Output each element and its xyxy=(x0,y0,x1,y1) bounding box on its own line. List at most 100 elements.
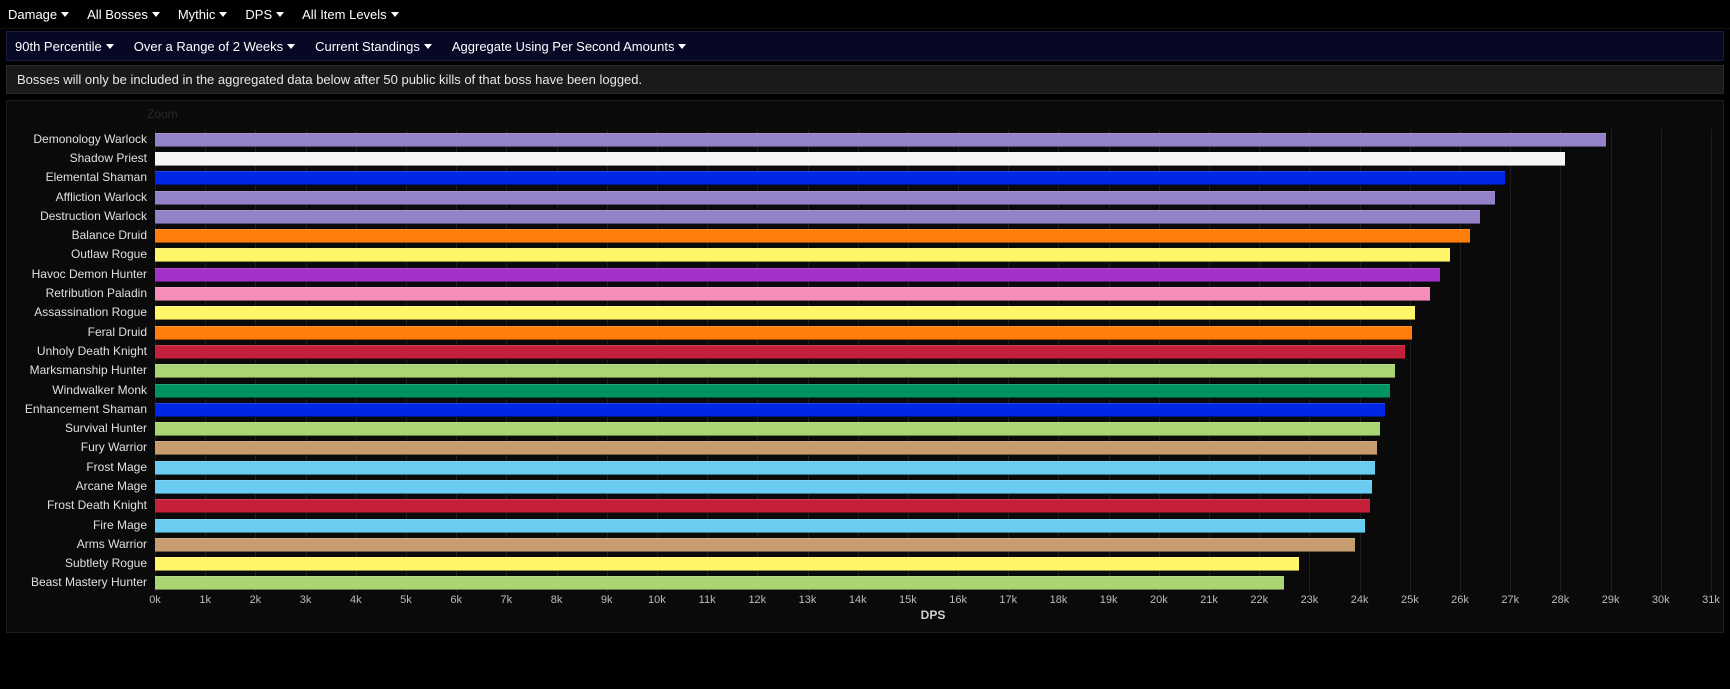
spec-label: Fury Warrior xyxy=(19,440,155,454)
chart-row[interactable]: Feral Druid xyxy=(19,322,1711,341)
damage-dropdown-label: Damage xyxy=(8,7,57,22)
bar xyxy=(155,557,1299,571)
x-tick: 8k xyxy=(551,594,563,606)
bar-track xyxy=(155,268,1711,280)
spec-label: Feral Druid xyxy=(19,325,155,339)
x-tick: 7k xyxy=(501,594,513,606)
bar-track xyxy=(155,345,1711,357)
chart-row[interactable]: Balance Druid xyxy=(19,225,1711,244)
bar-track xyxy=(155,326,1711,338)
chart-row[interactable]: Marksmanship Hunter xyxy=(19,361,1711,380)
bar-track xyxy=(155,461,1711,473)
spec-label: Enhancement Shaman xyxy=(19,402,155,416)
bar xyxy=(155,422,1380,436)
difficulty-dropdown[interactable]: Mythic xyxy=(178,7,228,22)
x-tick: 17k xyxy=(999,594,1017,606)
x-tick: 20k xyxy=(1150,594,1168,606)
spec-label: Balance Druid xyxy=(19,228,155,242)
chart-row[interactable]: Elemental Shaman xyxy=(19,168,1711,187)
chart-row[interactable]: Enhancement Shaman xyxy=(19,399,1711,418)
bar-track xyxy=(155,364,1711,376)
percentile-dropdown[interactable]: 90th Percentile xyxy=(15,39,114,54)
spec-label: Demonology Warlock xyxy=(19,132,155,146)
chevron-down-icon xyxy=(424,44,432,49)
bar xyxy=(155,480,1372,494)
bar xyxy=(155,210,1480,224)
x-tick: 22k xyxy=(1250,594,1268,606)
range-dropdown-label: Over a Range of 2 Weeks xyxy=(134,39,283,54)
x-tick: 18k xyxy=(1050,594,1068,606)
chart-row[interactable]: Arms Warrior xyxy=(19,534,1711,553)
chart-row[interactable]: Arcane Mage xyxy=(19,476,1711,495)
x-tick: 11k xyxy=(699,594,716,606)
spec-label: Frost Mage xyxy=(19,460,155,474)
bosses-dropdown[interactable]: All Bosses xyxy=(87,7,160,22)
x-tick: 27k xyxy=(1501,594,1519,606)
bar-track xyxy=(155,538,1711,550)
chevron-down-icon xyxy=(61,12,69,17)
damage-dropdown[interactable]: Damage xyxy=(8,7,69,22)
x-tick: 24k xyxy=(1351,594,1369,606)
spec-label: Destruction Warlock xyxy=(19,209,155,223)
chart-row[interactable]: Beast Mastery Hunter xyxy=(19,573,1711,592)
spec-label: Survival Hunter xyxy=(19,421,155,435)
x-tick: 19k xyxy=(1100,594,1118,606)
chart-row[interactable]: Windwalker Monk xyxy=(19,380,1711,399)
bar-track xyxy=(155,287,1711,299)
bar-track xyxy=(155,248,1711,260)
chevron-down-icon xyxy=(276,12,284,17)
x-tick: 4k xyxy=(350,594,362,606)
ilvl-dropdown[interactable]: All Item Levels xyxy=(302,7,399,22)
bar xyxy=(155,538,1355,552)
chart-row[interactable]: Fury Warrior xyxy=(19,438,1711,457)
chart-x-axis: DPS 0k1k2k3k4k5k6k7k8k9k10k11k12k13k14k1… xyxy=(155,592,1711,622)
chart-row[interactable]: Demonology Warlock xyxy=(19,129,1711,148)
chart-row[interactable]: Destruction Warlock xyxy=(19,206,1711,225)
bar xyxy=(155,287,1430,301)
chart-row[interactable]: Fire Mage xyxy=(19,515,1711,534)
range-dropdown[interactable]: Over a Range of 2 Weeks xyxy=(134,39,295,54)
chart-row[interactable]: Affliction Warlock xyxy=(19,187,1711,206)
chart-row[interactable]: Assassination Rogue xyxy=(19,303,1711,322)
filter-toolbar-secondary: 90th Percentile Over a Range of 2 Weeks … xyxy=(6,31,1724,61)
x-tick: 21k xyxy=(1200,594,1218,606)
bar xyxy=(155,191,1495,205)
aggregate-dropdown[interactable]: Aggregate Using Per Second Amounts xyxy=(452,39,687,54)
ilvl-dropdown-label: All Item Levels xyxy=(302,7,387,22)
chart-row[interactable]: Havoc Demon Hunter xyxy=(19,264,1711,283)
x-tick: 25k xyxy=(1401,594,1419,606)
x-tick: 31k xyxy=(1702,594,1720,606)
x-tick: 6k xyxy=(450,594,462,606)
x-tick: 23k xyxy=(1301,594,1319,606)
metric-dropdown[interactable]: DPS xyxy=(245,7,284,22)
spec-label: Subtlety Rogue xyxy=(19,556,155,570)
x-tick: 0k xyxy=(149,594,161,606)
bar xyxy=(155,152,1565,166)
standings-dropdown[interactable]: Current Standings xyxy=(315,39,432,54)
chart-plot-area: Demonology Warlock Shadow PriestElemental… xyxy=(19,129,1711,622)
chart-row[interactable]: Unholy Death Knight xyxy=(19,341,1711,360)
bar xyxy=(155,229,1470,243)
bar-track xyxy=(155,441,1711,453)
bar-track xyxy=(155,152,1711,164)
chart-row[interactable]: Survival Hunter xyxy=(19,418,1711,437)
x-tick: 12k xyxy=(748,594,766,606)
filter-toolbar-primary: Damage All Bosses Mythic DPS All Item Le… xyxy=(0,0,1730,29)
chart-row[interactable]: Retribution Paladin xyxy=(19,283,1711,302)
chart-row[interactable]: Shadow Priest xyxy=(19,148,1711,167)
spec-label: Frost Death Knight xyxy=(19,498,155,512)
spec-label: Arms Warrior xyxy=(19,537,155,551)
bar-track xyxy=(155,557,1711,569)
spec-label: Havoc Demon Hunter xyxy=(19,267,155,281)
chart-row[interactable]: Frost Death Knight xyxy=(19,496,1711,515)
chart-row[interactable]: Subtlety Rogue xyxy=(19,554,1711,573)
chart-rows: Demonology Warlock Shadow PriestElemental… xyxy=(19,129,1711,592)
chart-row[interactable]: Outlaw Rogue xyxy=(19,245,1711,264)
dps-chart: Zoom Demonology WarlockShadow PriestElem… xyxy=(6,100,1724,633)
metric-dropdown-label: DPS xyxy=(245,7,272,22)
x-tick: 14k xyxy=(849,594,867,606)
chart-row[interactable]: Frost Mage xyxy=(19,457,1711,476)
spec-label: Windwalker Monk xyxy=(19,383,155,397)
spec-label: Unholy Death Knight xyxy=(19,344,155,358)
x-tick: 3k xyxy=(300,594,312,606)
